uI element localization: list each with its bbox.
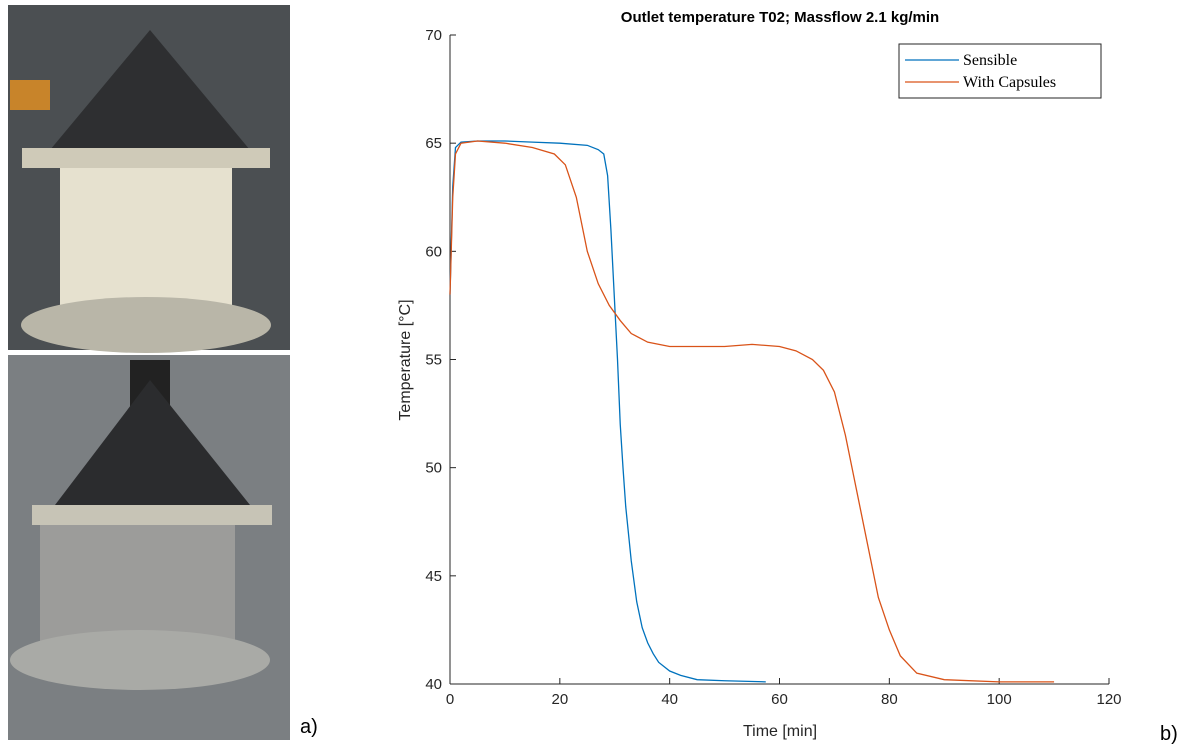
- legend-box: [898, 43, 1102, 99]
- legend-label: With Capsules: [963, 74, 1056, 91]
- y-tick-label: 65: [425, 135, 442, 152]
- x-tick-label: 60: [771, 691, 788, 708]
- panel-label: a): [300, 716, 318, 738]
- x-tick-label: 100: [987, 691, 1012, 708]
- x-tick-label: 20: [551, 691, 568, 708]
- y-tick-label: 40: [425, 676, 442, 693]
- data-line: [449, 140, 766, 683]
- y-tick-label: 60: [425, 243, 442, 260]
- y-tick-label: 45: [425, 568, 442, 585]
- y-axis-label: Temperature [°C]: [397, 299, 414, 420]
- y-tick-label: 50: [425, 460, 442, 477]
- panel-label: b): [1160, 723, 1178, 745]
- photo-bottom: [8, 355, 290, 740]
- x-tick-label: 120: [1096, 691, 1121, 708]
- legend-label: Sensible: [963, 52, 1017, 69]
- chart-title: Outlet temperature T02; Massflow 2.1 kg/…: [621, 9, 939, 26]
- x-axis-label: Time [min]: [743, 723, 817, 740]
- x-tick-label: 80: [881, 691, 898, 708]
- x-tick-label: 40: [661, 691, 678, 708]
- y-tick-label: 55: [425, 352, 442, 369]
- data-line: [449, 140, 1055, 683]
- photo-top: [8, 5, 290, 353]
- y-tick-label: 70: [425, 27, 442, 44]
- x-tick-label: 0: [446, 691, 454, 708]
